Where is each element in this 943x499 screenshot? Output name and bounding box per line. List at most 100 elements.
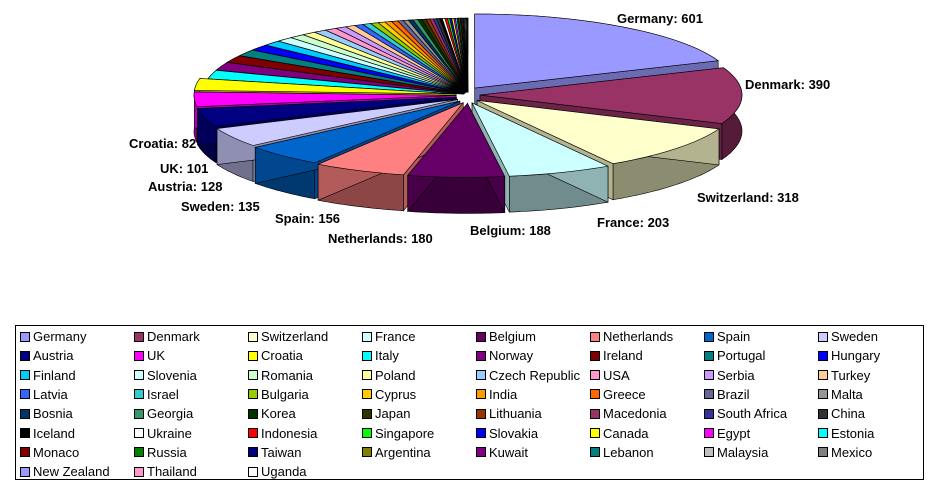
legend-label: Ireland (603, 348, 643, 364)
legend-label: Spain (717, 329, 751, 344)
legend-swatch (704, 428, 714, 438)
legend-swatch (134, 466, 144, 477)
legend-swatch (818, 447, 828, 458)
data-label-france: France: 203 (597, 215, 669, 230)
legend-item-egypt: Egypt (704, 424, 750, 443)
legend-swatch (248, 447, 258, 458)
legend-item-poland: Poland (362, 366, 415, 385)
legend-item-indonesia: Indonesia (248, 424, 317, 443)
legend-label: Switzerland (261, 329, 329, 344)
legend-item-monaco: Monaco (20, 443, 79, 462)
legend-label: Estonia (831, 425, 875, 441)
legend-label: Brazil (717, 386, 750, 402)
legend-label: Belgium (489, 329, 536, 344)
data-label-sweden: Sweden: 135 (181, 199, 260, 214)
legend-label: Bulgaria (261, 386, 309, 402)
legend-swatch (134, 370, 144, 381)
legend-label: Austria (33, 348, 74, 364)
legend-item-bulgaria: Bulgaria (248, 385, 309, 404)
legend-item-malaysia: Malaysia (704, 443, 768, 462)
legend-swatch (590, 370, 600, 381)
legend-swatch (590, 350, 600, 361)
legend-item-greece: Greece (590, 385, 646, 404)
legend-swatch (590, 447, 600, 458)
data-label-germany: Germany: 601 (617, 11, 703, 26)
legend-swatch (20, 389, 30, 400)
legend-label: Lithuania (489, 406, 542, 422)
data-label-croatia: Croatia: 82 (129, 136, 196, 151)
legend-swatch (476, 428, 486, 438)
legend-label: Kuwait (489, 444, 529, 460)
legend-item-denmark: Denmark (134, 327, 200, 346)
legend-label: Finland (33, 367, 76, 383)
legend-item-cyprus: Cyprus (362, 385, 416, 404)
legend-item-romania: Romania (248, 366, 313, 385)
legend-label: Slovenia (147, 367, 197, 383)
legend-label: Ukraine (147, 425, 192, 441)
legend-item-switzerland: Switzerland (248, 327, 328, 346)
pie-slice-top-switzerland (476, 100, 720, 165)
legend-swatch (20, 428, 30, 438)
legend-swatch (476, 408, 486, 419)
legend-item-macedonia: Macedonia (590, 404, 667, 423)
data-label-spain: Spain: 156 (275, 211, 340, 226)
legend-label: Bosnia (33, 406, 73, 422)
legend-label: New Zealand (33, 464, 110, 480)
legend-label: Italy (375, 348, 399, 364)
legend-item-portugal: Portugal (704, 346, 765, 365)
legend-item-taiwan: Taiwan (248, 443, 301, 462)
legend-label: Sweden (831, 329, 878, 344)
legend-item-russia: Russia (134, 443, 187, 462)
legend-label: Taiwan (261, 444, 302, 460)
data-label-uk: UK: 101 (160, 161, 208, 176)
legend-label: Korea (261, 406, 296, 422)
legend-item-italy: Italy (362, 346, 399, 365)
legend-label: France (375, 329, 416, 344)
legend-swatch (20, 350, 30, 361)
legend-item-canada: Canada (590, 424, 649, 443)
legend-item-hungary: Hungary (818, 346, 880, 365)
legend-item-israel: Israel (134, 385, 179, 404)
legend-item-china: China (818, 404, 865, 423)
legend-swatch (590, 389, 600, 400)
legend-item-iceland: Iceland (20, 424, 75, 443)
legend-swatch (704, 350, 714, 361)
legend-item-germany: Germany (20, 327, 86, 346)
legend-swatch (704, 331, 714, 342)
legend-item-belgium: Belgium (476, 327, 536, 346)
legend-item-brazil: Brazil (704, 385, 750, 404)
legend-swatch (362, 447, 372, 458)
legend-swatch (134, 447, 144, 458)
legend-label: Thailand (147, 464, 197, 480)
legend-label: Portugal (717, 348, 766, 364)
legend-label: Germany (33, 329, 87, 344)
legend-label: Netherlands (603, 329, 674, 344)
legend-swatch (362, 350, 372, 361)
legend-label: Turkey (831, 367, 871, 383)
pie-slice-top-denmark (479, 67, 743, 124)
legend-label: Romania (261, 367, 314, 383)
legend-item-south-africa: South Africa (704, 404, 787, 423)
pie-labels-group: Germany: 601 Denmark: 390 Switzerland: 3… (129, 11, 830, 246)
pie-slice-top-croatia (194, 78, 457, 95)
legend-swatch (248, 389, 258, 400)
legend-swatch (818, 370, 828, 381)
legend-label: South Africa (717, 406, 788, 422)
legend-label: Serbia (717, 367, 755, 383)
legend-label: India (489, 386, 518, 402)
legend-label: Mexico (831, 444, 873, 460)
legend-item-ukraine: Ukraine (134, 424, 192, 443)
legend-swatch (476, 370, 486, 381)
legend-label: Indonesia (261, 425, 318, 441)
legend-label: Poland (375, 367, 416, 383)
legend-swatch (818, 331, 828, 342)
legend-item-uk: UK (134, 346, 165, 365)
legend-item-spain: Spain (704, 327, 750, 346)
legend-swatch (134, 408, 144, 419)
legend-label: Iceland (33, 425, 75, 441)
legend-swatch (362, 428, 372, 438)
legend-swatch (248, 466, 258, 477)
legend-swatch (134, 350, 144, 361)
data-label-austria: Austria: 128 (148, 179, 222, 194)
pie-slice-top-netherlands (317, 102, 464, 176)
